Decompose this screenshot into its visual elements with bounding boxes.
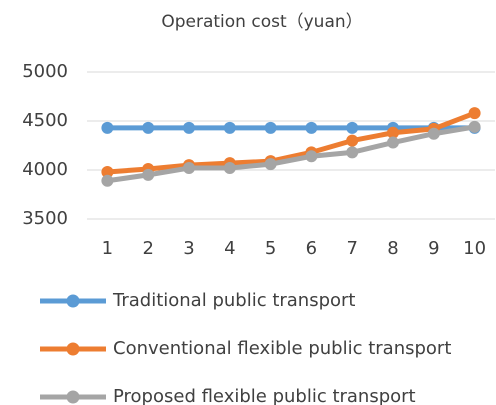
data-point [223,121,236,134]
data-point [468,120,481,133]
data-point [142,168,155,181]
x-tick-label: 4 [224,238,235,259]
legend-marker [66,342,80,356]
data-point [346,134,359,147]
legend-marker [66,294,80,308]
x-tick-label: 7 [346,238,357,259]
data-point [264,158,277,171]
x-tick-label: 2 [142,238,153,259]
data-point [427,127,440,140]
data-point [101,174,114,187]
data-point [183,121,195,134]
y-tick-label: 4000 [22,159,68,180]
series-line [107,110,476,175]
data-point [346,146,359,159]
data-point [142,121,155,134]
data-point [346,121,359,134]
data-point [468,107,481,120]
data-point [101,121,114,134]
x-tick-label: 3 [183,238,194,259]
x-tick-label: 1 [102,238,113,259]
chart-title: Operation cost（yuan） [161,12,362,32]
x-tick-label: 6 [306,238,317,259]
data-point [183,162,195,175]
data-point [387,136,399,149]
x-tick-label: 8 [387,238,398,259]
data-point [305,121,318,134]
legend-label: Conventional flexible public transport [113,338,451,359]
data-point [387,126,399,139]
x-tick-label: 5 [265,238,276,259]
data-point [264,121,277,134]
x-tick-label: 10 [463,238,486,259]
y-tick-label: 5000 [22,61,68,82]
legend-label: Proposed flexible public transport [113,386,416,405]
data-point [305,150,318,163]
legend-label: Traditional public transport [112,290,356,311]
y-tick-label: 3500 [22,208,68,229]
data-point [101,165,114,178]
x-tick-label: 9 [428,238,439,259]
series-line [107,124,476,184]
y-tick-label: 4500 [22,110,68,131]
data-point [223,162,236,175]
legend-marker [66,390,80,404]
